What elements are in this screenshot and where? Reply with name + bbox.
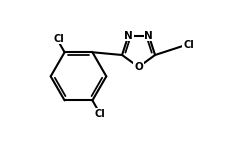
- Text: O: O: [134, 62, 143, 72]
- Text: Cl: Cl: [54, 34, 64, 44]
- Text: Cl: Cl: [183, 40, 194, 50]
- Text: N: N: [144, 31, 153, 41]
- Text: Cl: Cl: [95, 109, 106, 119]
- Text: N: N: [124, 31, 133, 41]
